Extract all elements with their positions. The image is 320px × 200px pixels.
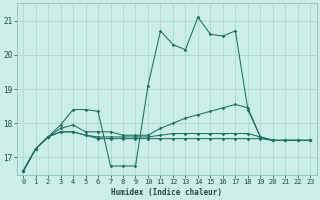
X-axis label: Humidex (Indice chaleur): Humidex (Indice chaleur) bbox=[111, 188, 222, 197]
